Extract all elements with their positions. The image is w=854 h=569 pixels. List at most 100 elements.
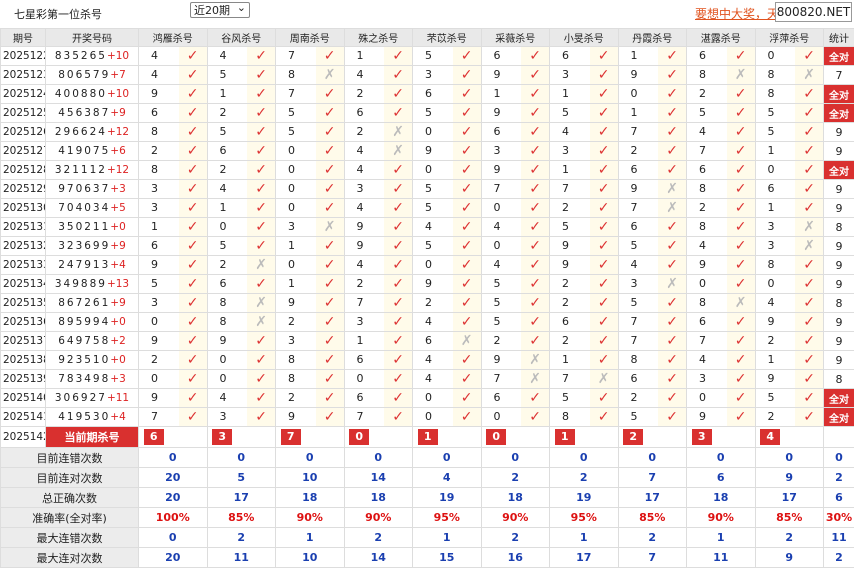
extra-number: +0 bbox=[110, 221, 126, 233]
column-header: 丹霞杀号 bbox=[617, 28, 687, 47]
kill-wrap: 6 ✓ bbox=[139, 237, 207, 255]
result-mark: ✓ bbox=[315, 370, 344, 388]
kill-number: 4 bbox=[356, 144, 364, 157]
kill-cell: 3 ✗ bbox=[275, 217, 345, 237]
kill-wrap: 9 ✓ bbox=[756, 313, 823, 331]
kill-cell: 5 ✓ bbox=[412, 46, 482, 66]
kill-number: 1 bbox=[356, 49, 364, 62]
kill-cell: 3 ✗ bbox=[754, 236, 824, 256]
kill-cell: 2 ✗ bbox=[206, 255, 276, 275]
kill-wrap: 7 ✓ bbox=[619, 313, 686, 331]
column-header: 谷风杀号 bbox=[206, 28, 276, 47]
kill-number: 2 bbox=[767, 410, 775, 423]
kill-cell: 3 ✓ bbox=[206, 407, 276, 427]
summary-value: 2 bbox=[617, 527, 687, 548]
result-mark: ✓ bbox=[247, 161, 275, 179]
result-mark: ✗ bbox=[384, 123, 412, 141]
current-row: 2025142 当前期杀号 6 3 7 0 1 0 1 2 3 4 bbox=[0, 426, 854, 448]
kill-wrap: 1 ✓ bbox=[619, 47, 686, 65]
data-row: 2025141 419530+4 7 ✓ 3 ✓ 9 ✓ 7 ✓ 0 ✓ 0 ✓ 8 ✓ 5 ✓ 9 ✓ 2 ✓ 全对 bbox=[0, 407, 854, 427]
result-mark: ✓ bbox=[452, 199, 481, 217]
promo-link[interactable]: 要想中大奖，天 bbox=[695, 7, 775, 21]
kill-number: 9 bbox=[493, 163, 501, 176]
draw-numbers: 349889+13 bbox=[45, 274, 139, 294]
result-mark: ✓ bbox=[795, 389, 823, 407]
kill-cell: 9 ✓ bbox=[343, 236, 413, 256]
kill-cell: 6 ✓ bbox=[206, 141, 276, 161]
result-mark: ✓ bbox=[589, 389, 618, 407]
draw-numbers: 296624+12 bbox=[45, 122, 139, 142]
kill-number: 3 bbox=[493, 144, 501, 157]
kill-number: 0 bbox=[767, 163, 775, 176]
kill-wrap: 2 ✗ bbox=[208, 256, 275, 274]
kill-wrap: 7 ✗ bbox=[550, 370, 618, 388]
kill-wrap: 6 ✓ bbox=[208, 142, 275, 160]
column-header: 采薇杀号 bbox=[480, 28, 550, 47]
kill-wrap: 2 ✓ bbox=[550, 332, 618, 350]
kill-wrap: 5 ✓ bbox=[413, 199, 481, 217]
data-row: 2025139 783498+3 0 ✓ 0 ✓ 8 ✓ 0 ✓ 4 ✓ 7 ✗ 7 ✗ 6 ✓ 3 ✓ 9 ✓ 8 bbox=[0, 369, 854, 389]
kill-wrap: 3 ✓ bbox=[413, 66, 481, 84]
kill-number: 2 bbox=[493, 334, 501, 347]
kill-cell: 8 ✗ bbox=[206, 293, 276, 313]
kill-cell: 2 ✓ bbox=[206, 160, 276, 180]
summary-value: 0 bbox=[617, 447, 687, 468]
period-select[interactable]: 近20期 bbox=[190, 0, 250, 18]
kill-number: 4 bbox=[356, 258, 364, 271]
summary-value: 100% bbox=[138, 507, 208, 528]
result-mark: ✓ bbox=[247, 66, 275, 84]
kill-number: 5 bbox=[767, 106, 775, 119]
kill-number: 9 bbox=[356, 239, 364, 252]
result-mark: ✓ bbox=[247, 275, 275, 293]
stat: 8 bbox=[823, 217, 854, 237]
kill-wrap: 8 ✓ bbox=[139, 161, 207, 179]
result-mark: ✓ bbox=[795, 313, 823, 331]
issue: 2025136 bbox=[0, 312, 46, 332]
kill-cell: 9 ✗ bbox=[480, 350, 550, 370]
kill-number: 6 bbox=[356, 353, 364, 366]
kill-wrap: 7 ✓ bbox=[619, 123, 686, 141]
result-mark: ✓ bbox=[178, 256, 207, 274]
summary-value: 10 bbox=[275, 467, 345, 488]
kill-wrap: 4 ✓ bbox=[208, 389, 275, 407]
kill-wrap: 4 ✓ bbox=[208, 47, 275, 65]
result-mark: ✓ bbox=[452, 161, 481, 179]
summary-value: 0 bbox=[686, 447, 756, 468]
summary-value: 0 bbox=[206, 447, 276, 468]
result-mark: ✓ bbox=[726, 256, 755, 274]
kill-wrap: 4 ✓ bbox=[482, 256, 549, 274]
kill-number: 8 bbox=[630, 353, 638, 366]
kill-cell: 4 ✓ bbox=[412, 369, 482, 389]
summary-value: 1 bbox=[412, 527, 482, 548]
result-mark: ✓ bbox=[452, 180, 481, 198]
kill-number: 1 bbox=[767, 353, 775, 366]
kill-number: 3 bbox=[151, 182, 158, 195]
result-mark: ✓ bbox=[178, 313, 207, 331]
result-mark: ✓ bbox=[315, 256, 344, 274]
result-mark: ✓ bbox=[315, 332, 344, 350]
result-mark: ✓ bbox=[247, 370, 275, 388]
current-kill-cell: 0 bbox=[480, 426, 550, 448]
kill-number: 4 bbox=[356, 163, 364, 176]
draw-numbers: 323699+9 bbox=[45, 236, 139, 256]
issue: 2025127 bbox=[0, 141, 46, 161]
stat: 全对 bbox=[823, 103, 854, 123]
kill-wrap: 5 ✓ bbox=[756, 104, 823, 122]
kill-wrap: 9 ✓ bbox=[276, 408, 344, 426]
numbers: 783498 bbox=[58, 373, 111, 385]
kill-wrap: 4 ✓ bbox=[413, 370, 481, 388]
kill-number: 2 bbox=[562, 296, 569, 309]
result-mark: ✓ bbox=[726, 313, 755, 331]
numbers: 456387 bbox=[58, 107, 111, 119]
kill-cell: 6 ✓ bbox=[480, 122, 550, 142]
kill-cell: 1 ✓ bbox=[138, 217, 208, 237]
result-mark: ✓ bbox=[247, 47, 275, 65]
kill-wrap: 8 ✓ bbox=[687, 180, 755, 198]
kill-wrap: 3 ✗ bbox=[756, 237, 823, 255]
result-mark: ✗ bbox=[726, 294, 755, 312]
numbers: 296624 bbox=[54, 126, 107, 138]
kill-wrap: 5 ✓ bbox=[550, 218, 618, 236]
kill-number: 9 bbox=[493, 353, 501, 366]
kill-cell: 6 ✓ bbox=[686, 160, 756, 180]
